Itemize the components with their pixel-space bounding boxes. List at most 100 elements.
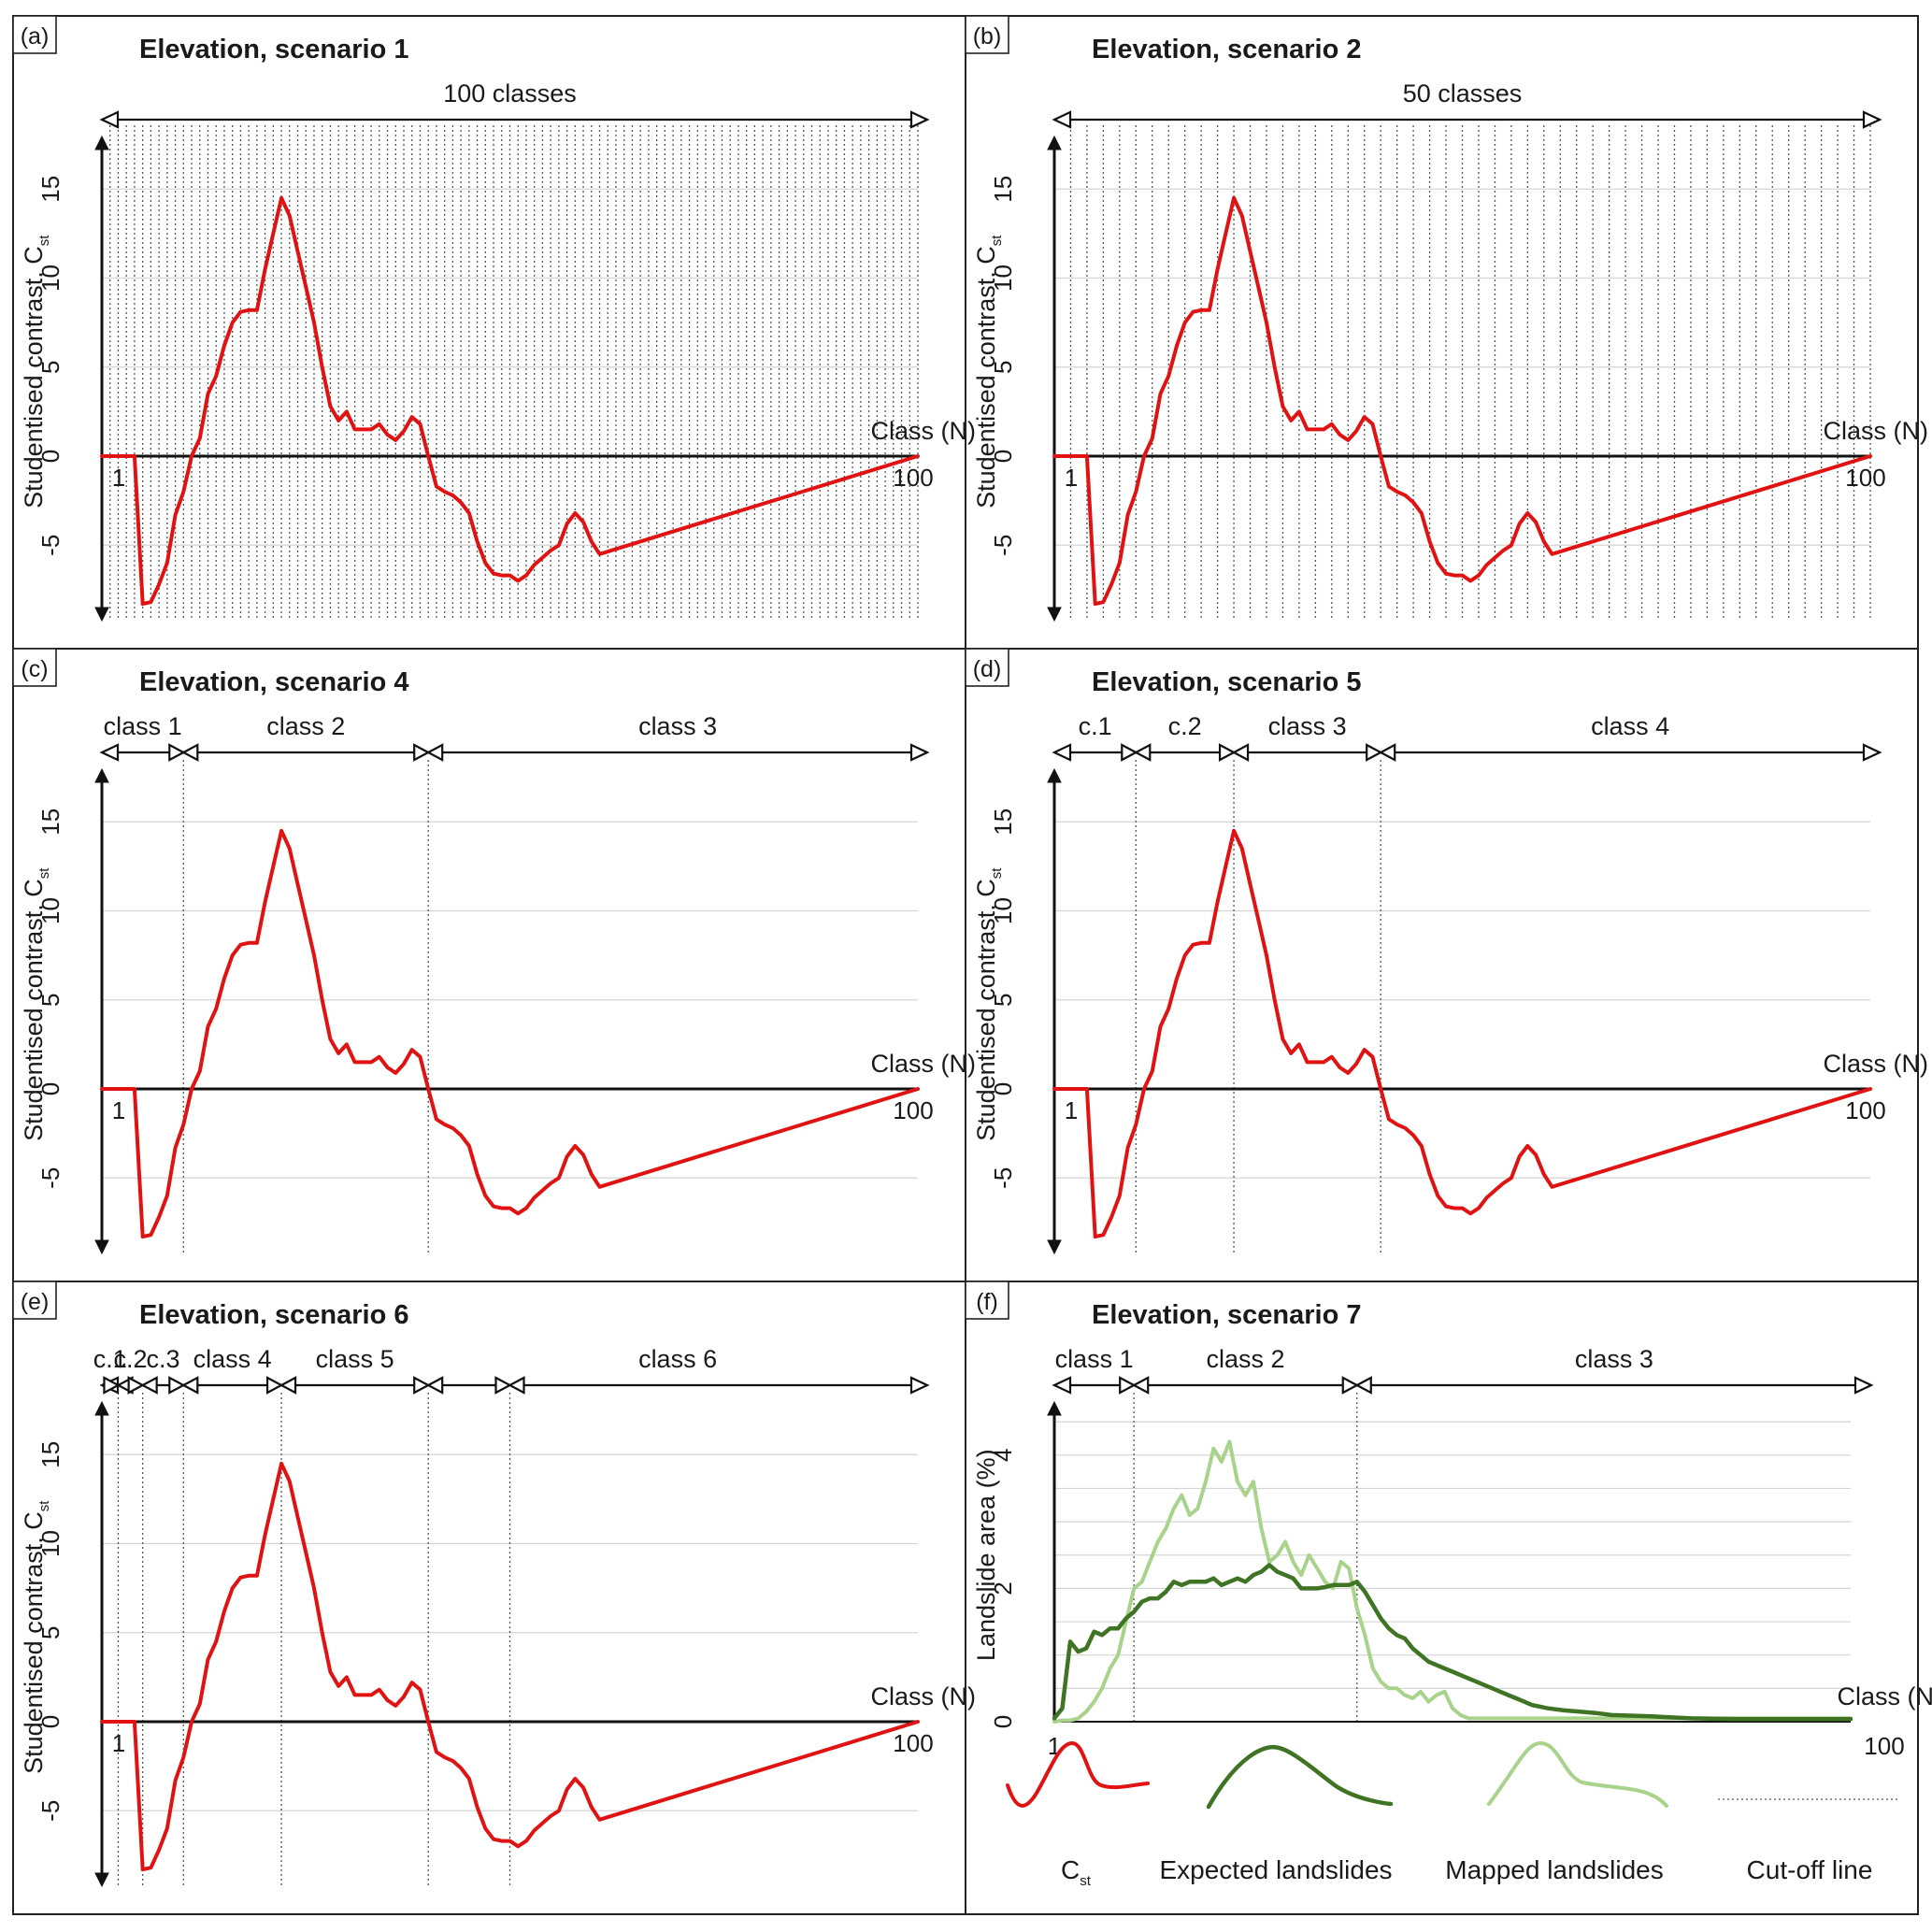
y-axis-arrow-up-icon (94, 135, 109, 150)
panel-title: Elevation, scenario 5 (1092, 667, 1362, 697)
y-tick-label: 0 (989, 1715, 1017, 1728)
panel-frame (12, 15, 966, 650)
y-tick-label: 10 (36, 1530, 64, 1557)
class-label: class 2 (1206, 1345, 1284, 1373)
class-label: class 4 (1591, 712, 1669, 740)
y-tick-label: 5 (989, 361, 1017, 374)
y-axis-label-main: Studentised contrast, C (20, 246, 48, 508)
y-tick-label: 5 (989, 994, 1017, 1007)
y-axis-arrow-up-icon (1047, 767, 1062, 783)
y-axis-label-subscript: st (36, 867, 52, 880)
y-tick-label: 5 (36, 361, 64, 374)
arrow-left-icon (1052, 743, 1072, 762)
x-tick-label-first: 1 (1065, 1096, 1078, 1124)
arrow-right-icon (909, 110, 930, 129)
arrow-left-icon (1378, 743, 1396, 762)
x-axis-label: Class (N) (871, 1050, 977, 1078)
arrow-left-icon (1231, 743, 1250, 762)
class-label: c.1 (93, 1345, 127, 1373)
y-tick-label: 0 (36, 1715, 64, 1728)
arrow-left-icon (1052, 1376, 1072, 1395)
arrow-left-icon (508, 1376, 525, 1395)
panel-letter-box (12, 15, 57, 54)
y-tick-label: 15 (36, 1441, 64, 1468)
legend-expected-label: Expected landslides (1159, 1855, 1392, 1884)
arrow-right-icon (103, 1376, 121, 1395)
legend-mapped-label: Mapped landslides (1445, 1855, 1664, 1884)
x-tick-label-last: 100 (893, 464, 933, 492)
cst-series-line (1052, 828, 1872, 1239)
x-axis-label: Class (N) (871, 1682, 977, 1710)
class-label: class 4 (193, 1345, 272, 1373)
arrow-right-icon (413, 743, 431, 762)
y-axis-arrow-up-icon (94, 1400, 109, 1416)
x-axis-label: Class (N) (871, 417, 977, 445)
arrow-right-icon (1862, 110, 1882, 129)
panel-frame (12, 648, 966, 1282)
panel-letter-box (965, 1281, 1009, 1320)
arrow-right-icon (1121, 743, 1138, 762)
class-label: c.2 (114, 1345, 148, 1373)
legend-cutoff-label: Cut-off line (1747, 1855, 1873, 1884)
x-tick-label-first: 1 (112, 464, 125, 492)
class-label: class 3 (638, 712, 717, 740)
arrow-right-icon (1853, 1376, 1874, 1395)
panel-letter-box (965, 648, 1009, 687)
class-label: class 1 (104, 712, 182, 740)
y-axis-arrow-down-icon (94, 1872, 109, 1888)
x-tick-label-last: 100 (893, 1729, 933, 1757)
arrow-right-icon (909, 1376, 930, 1395)
y-axis-arrow-up-icon (1047, 1400, 1062, 1416)
arrow-right-icon (168, 1376, 186, 1395)
arrow-right-icon (909, 743, 930, 762)
x-tick-label-first: 1 (112, 1096, 125, 1124)
y-axis-arrow-down-icon (94, 607, 109, 623)
cst-series-line (100, 828, 920, 1239)
y-tick-label: 15 (989, 176, 1017, 203)
y-axis-arrow-up-icon (94, 767, 109, 783)
legend-cst-label-main: C (1061, 1855, 1080, 1884)
y-tick-label: -5 (36, 1167, 64, 1189)
x-tick-label-last: 100 (1864, 1732, 1904, 1760)
panel-letter: (c) (21, 656, 48, 682)
panel-frame (965, 1281, 1919, 1915)
panel-title: Elevation, scenario 7 (1092, 1300, 1362, 1330)
cst-series-line (100, 195, 920, 607)
y-axis-label-main: Studentised contrast, C (20, 1511, 48, 1774)
x-tick-label-first: 1 (112, 1729, 125, 1757)
y-tick-label: 15 (989, 809, 1017, 836)
arrow-left-icon (425, 743, 444, 762)
panel-letter: (d) (973, 656, 1002, 682)
class-label: class 3 (1575, 1345, 1653, 1373)
panel-title: Elevation, scenario 2 (1092, 35, 1362, 64)
panel-c: (c) Elevation, scenario 4 class 1 class 2 cl… (12, 648, 977, 1282)
arrow-right-icon (1341, 1376, 1360, 1395)
class-label: class 6 (638, 1345, 717, 1373)
y-axis-label-main: Studentised contrast, C (972, 879, 1000, 1141)
y-tick-label: 10 (36, 265, 64, 292)
y-tick-label: 5 (36, 1626, 64, 1639)
arrow-left-icon (1052, 110, 1072, 129)
panel-frame (965, 648, 1919, 1282)
x-tick-label-last: 100 (893, 1096, 933, 1124)
panel-b: (b) Elevation, scenario 2 50 classes 15 10 5 0… (965, 15, 1928, 650)
arrow-right-icon (494, 1376, 512, 1395)
panel-letter-box (12, 1281, 57, 1320)
panel-letter: (b) (973, 23, 1002, 50)
arrow-right-icon (1119, 1376, 1137, 1395)
class-label: class 2 (266, 712, 345, 740)
y-axis-label-subscript: st (36, 235, 52, 247)
panel-frame (965, 15, 1919, 650)
panel-e: (e) Elevation, scenario 6 c.1c.2c.3 class 4… (12, 1281, 977, 1915)
y-axis-arrow-down-icon (1047, 1239, 1062, 1255)
legend: Cst Expected landslides Mapped landslides C… (1006, 1741, 1898, 1889)
class-count-label: 100 classes (443, 79, 577, 107)
y-tick-label: -5 (36, 535, 64, 556)
y-tick-label: 0 (36, 450, 64, 463)
arrow-left-icon (99, 110, 120, 129)
arrow-right-icon (1366, 743, 1383, 762)
arrow-right-icon (1218, 743, 1237, 762)
arrow-left-icon (1131, 1376, 1150, 1395)
